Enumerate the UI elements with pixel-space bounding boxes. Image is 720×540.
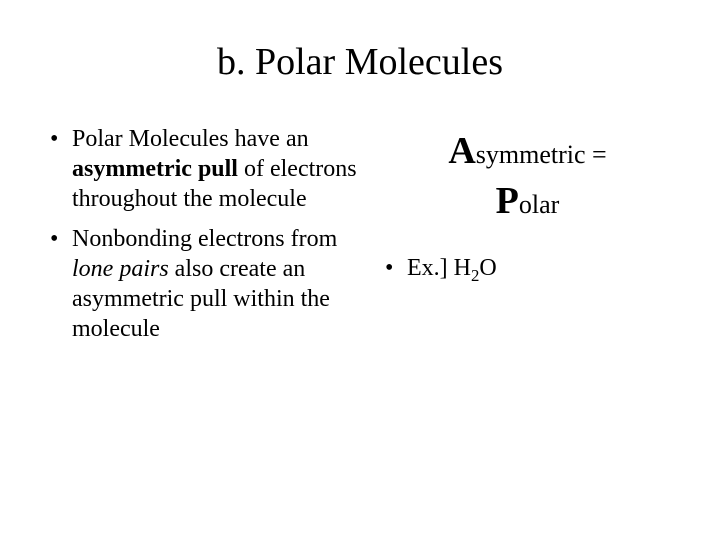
mnemonic-block: Asymmetric = Polar <box>385 129 670 223</box>
mnemonic-line-2: Polar <box>385 179 670 223</box>
slide-title: b. Polar Molecules <box>50 40 670 84</box>
bullet-2-text-1: Nonbonding electrons from <box>72 226 337 252</box>
bullet-1-bold: asymmetric pull <box>72 156 238 182</box>
example-bullet: Ex.] H2O <box>385 253 670 287</box>
example-prefix: Ex.] H <box>407 255 471 281</box>
right-column: Asymmetric = Polar Ex.] H2O <box>385 124 670 354</box>
mnemonic-rest-1: symmetric = <box>476 140 607 169</box>
bullet-1-text-1: Polar Molecules have an <box>72 126 309 152</box>
mnemonic-big-p: P <box>496 180 519 222</box>
mnemonic-line-1: Asymmetric = <box>385 129 670 173</box>
mnemonic-rest-2: olar <box>519 190 559 219</box>
bullet-2: Nonbonding electrons from lone pairs als… <box>50 224 365 344</box>
mnemonic-big-a: A <box>448 130 475 172</box>
right-bullet-list: Ex.] H2O <box>385 253 670 287</box>
content-columns: Polar Molecules have an asymmetric pull … <box>50 124 670 354</box>
bullet-2-italic: lone pairs <box>72 256 169 282</box>
bullet-1: Polar Molecules have an asymmetric pull … <box>50 124 365 214</box>
left-bullet-list: Polar Molecules have an asymmetric pull … <box>50 124 365 344</box>
example-suffix: O <box>479 255 496 281</box>
left-column: Polar Molecules have an asymmetric pull … <box>50 124 365 354</box>
